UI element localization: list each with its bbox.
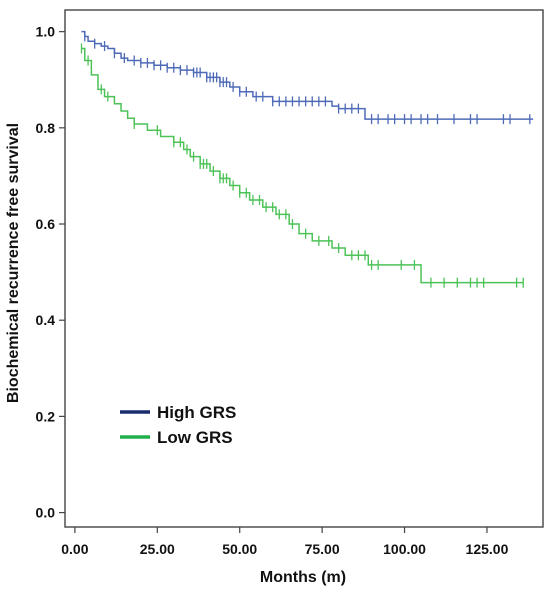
y-tick-label: 0.4 — [36, 312, 56, 328]
x-tick-label: 125.00 — [466, 541, 509, 557]
legend: High GRS Low GRS — [120, 403, 236, 447]
x-tick-label: 0.00 — [61, 541, 88, 557]
x-tick-label: 25.00 — [140, 541, 175, 557]
y-tick-label: 1.0 — [36, 24, 56, 40]
plot-frame — [64, 9, 544, 528]
x-axis-ticks: 0.00 25.00 50.00 75.00 100.00 125.00 — [61, 527, 509, 557]
y-axis-title: Biochemical recurrence free survival — [5, 123, 22, 403]
x-tick-label: 50.00 — [222, 541, 257, 557]
y-tick-label: 0.6 — [36, 216, 56, 232]
y-tick-label: 0.0 — [36, 505, 56, 521]
x-tick-label: 100.00 — [383, 541, 426, 557]
series-layer — [80, 30, 534, 288]
y-tick-label: 0.8 — [36, 120, 56, 136]
legend-label-low-grs: Low GRS — [157, 428, 233, 447]
series-high-grs — [81, 30, 534, 125]
x-tick-label: 75.00 — [305, 541, 340, 557]
y-tick-label: 0.2 — [36, 408, 56, 424]
x-axis-title: Months (m) — [260, 569, 346, 586]
series-low-grs — [80, 43, 524, 288]
legend-label-high-grs: High GRS — [157, 403, 236, 422]
y-axis-ticks: 0.0 0.2 0.4 0.6 0.8 1.0 — [36, 24, 65, 521]
